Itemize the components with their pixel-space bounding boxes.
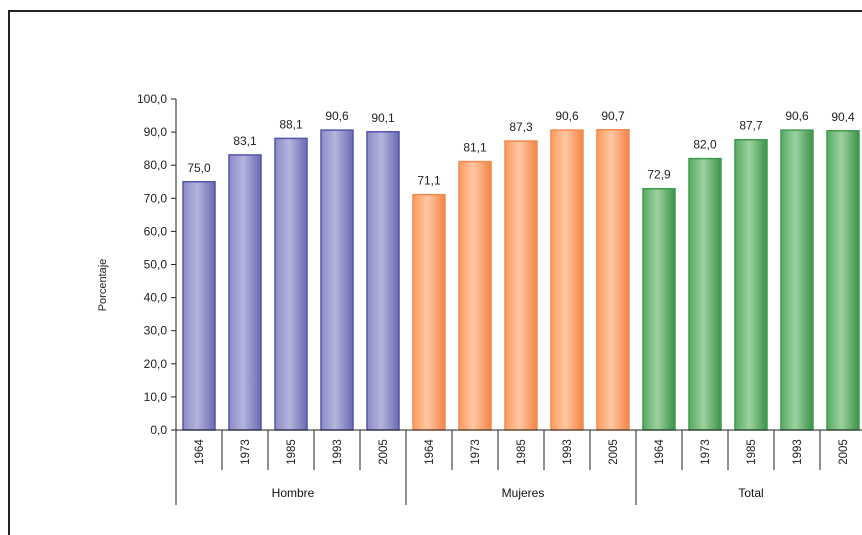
data-label: 83,1 [233,134,257,148]
data-label: 87,7 [739,119,763,133]
x-tick-label: 1985 [746,439,758,465]
y-tick-label: 100,0 [137,92,167,106]
x-group-label: Mujeres [502,486,545,500]
x-tick-label: 2005 [378,439,390,465]
data-label: 71,1 [417,174,441,188]
y-tick-label: 40,0 [144,291,168,305]
data-label: 75,0 [187,161,211,175]
bar [274,137,308,431]
data-label: 82,0 [693,138,717,152]
x-tick-label: 1964 [194,439,206,465]
data-label: 90,6 [325,109,349,123]
y-tick-label: 70,0 [144,191,168,205]
chart-frame [8,10,862,535]
x-tick-label: 1993 [562,439,574,465]
data-label: 90,7 [601,109,625,123]
x-group-label: Total [738,486,763,500]
x-tick-label: 1993 [792,439,804,465]
bar [320,129,354,431]
bar [504,140,538,431]
bars: 75,0 83,1 88,1 90,6 90,1 71,1 81,1 87,3 90,6 90,7… [182,109,860,431]
data-label: 90,4 [831,110,855,124]
y-tick-label: 90,0 [144,125,168,139]
x-tick-label: 1964 [654,439,666,465]
bar [550,129,584,431]
y-tick-label: 0,0 [150,423,167,437]
data-label: 90,6 [785,109,809,123]
x-tick-label: 1985 [516,439,528,465]
bar [366,131,400,431]
y-axis: 0,0 10,0 20,0 30,0 40,0 50,0 60,0 70,0 80,0 90,0 1… [137,92,177,437]
bar [458,160,492,431]
x-tick-label: 1973 [240,439,252,465]
data-label: 87,3 [509,120,533,134]
bar [734,138,768,431]
y-tick-label: 60,0 [144,224,168,238]
x-tick-label: 1985 [286,439,298,465]
x-tick-label: 1973 [470,439,482,465]
x-tick-label: 1964 [424,439,436,465]
x-axis: 1964 1973 1985 1993 2005 Hombre 1964 1973 1985 19… [175,429,862,505]
bar [826,130,860,431]
x-tick-label: 1973 [700,439,712,465]
x-tick-label: 2005 [608,439,620,465]
data-label: 88,1 [279,117,303,131]
data-label: 90,1 [371,111,395,125]
y-tick-label: 10,0 [144,390,168,404]
x-tick-label: 1993 [332,439,344,465]
bar [412,193,446,431]
bar [182,181,216,431]
bar [596,129,630,431]
bar [780,129,814,431]
bar [642,187,676,431]
data-label: 72,9 [647,168,671,182]
data-label: 81,1 [463,141,487,155]
x-tick-label: 2005 [838,439,850,465]
y-axis-title: Porcentaje [97,259,109,312]
y-tick-label: 30,0 [144,324,168,338]
bar [228,154,262,431]
y-tick-label: 20,0 [144,357,168,371]
x-group-label: Hombre [272,486,315,500]
y-tick-label: 80,0 [144,158,168,172]
y-tick-label: 50,0 [144,258,168,272]
bar [688,157,722,431]
data-label: 90,6 [555,109,579,123]
